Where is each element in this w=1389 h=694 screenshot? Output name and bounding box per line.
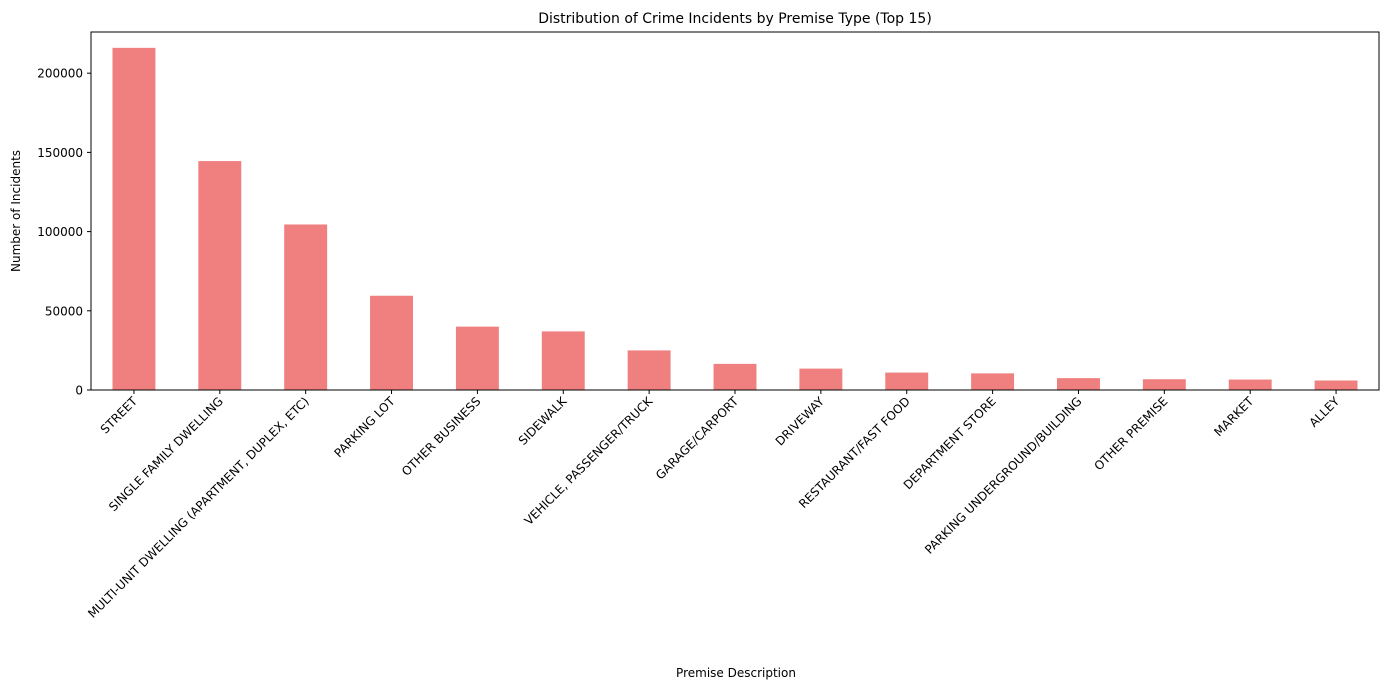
bar-14 [1314, 380, 1358, 390]
bar-7 [713, 363, 757, 390]
bar-2 [284, 224, 328, 390]
chart-title: Distribution of Crime Incidents by Premi… [538, 11, 932, 27]
x-tick-label-10: DEPARTMENT STORE [901, 394, 999, 492]
x-tick-label-13: MARKET [1211, 394, 1257, 440]
x-tick-label-11: PARKING UNDERGROUND/BUILDING [922, 394, 1085, 557]
bar-6 [627, 350, 671, 390]
bar-4 [455, 326, 499, 390]
x-tick-label-12: OTHER PREMISE [1091, 394, 1170, 473]
bar-13 [1228, 379, 1272, 390]
x-tick-label-5: SIDEWALK [516, 393, 571, 448]
bar-12 [1142, 379, 1186, 390]
bar-9 [885, 372, 929, 390]
bar-11 [1057, 378, 1100, 390]
plot-frame [90, 31, 1380, 391]
y-tick-label-2: 100000 [37, 225, 83, 239]
bar-10 [971, 373, 1015, 390]
x-tick-label-7: GARAGE/CARPORT [653, 394, 742, 483]
bar-8 [799, 368, 843, 390]
x-tick-label-14: ALLEY [1306, 394, 1342, 430]
y-tick-label-4: 200000 [37, 67, 83, 81]
x-tick-label-0: STREET [98, 394, 141, 437]
y-tick-label-3: 150000 [37, 146, 83, 160]
bar-1 [198, 161, 242, 390]
x-axis-label: Premise Description [676, 666, 796, 680]
x-tick-label-4: OTHER BUSINESS [399, 394, 483, 478]
x-tick-label-8: DRIVEWAY [773, 394, 828, 449]
bar-3 [370, 295, 413, 390]
y-tick-label-1: 50000 [45, 304, 83, 318]
x-tick-label-3: PARKING LOT [332, 394, 399, 461]
y-tick-label-0: 0 [75, 384, 83, 398]
bar-0 [112, 47, 156, 391]
bars-group [112, 47, 1358, 391]
bar-5 [541, 331, 585, 390]
y-axis-label: Number of Incidents [9, 150, 23, 272]
y-axis: 0 50000 100000 150000 200000 [37, 67, 91, 398]
